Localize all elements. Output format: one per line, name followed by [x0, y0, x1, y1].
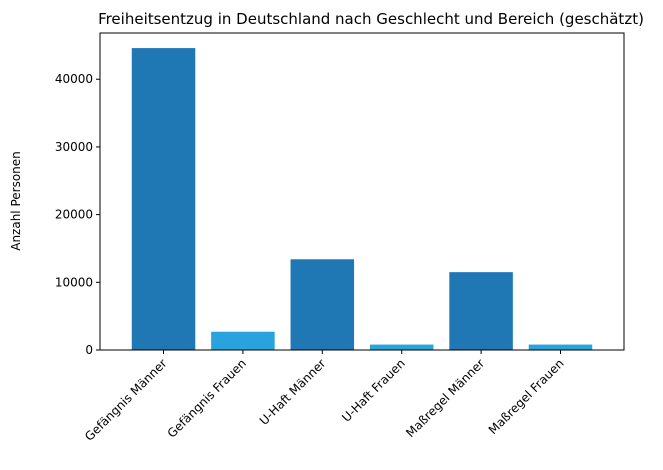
plot-frame [99, 32, 625, 351]
x-tick-label: U-Haft Frauen [339, 356, 408, 425]
chart-title: Freiheitsentzug in Deutschland nach Gesc… [98, 10, 644, 28]
bar-2 [290, 259, 355, 350]
x-tick-label: U-Haft Männer [257, 356, 329, 428]
x-tick-label: Gefängnis Männer [82, 356, 170, 444]
bars-group [131, 48, 593, 350]
y-axis-label: Anzahl Personen [9, 151, 23, 251]
y-tick-label: 10000 [55, 275, 93, 289]
y-tick-label: 20000 [55, 208, 93, 222]
y-axis-ticks: 0 10000 20000 30000 40000 [55, 72, 100, 357]
x-tick-label: Gefängnis Frauen [165, 356, 249, 440]
y-tick-label: 0 [85, 343, 93, 357]
bar-0 [131, 48, 196, 350]
y-tick-label: 30000 [55, 140, 93, 154]
x-tick-label: Maßregel Männer [403, 356, 487, 440]
y-tick-label: 40000 [55, 72, 93, 86]
x-tick-label: Maßregel Frauen [486, 356, 567, 437]
bar-4 [449, 272, 513, 350]
bar-3 [369, 344, 434, 350]
bar-1 [211, 331, 275, 350]
bar-5 [528, 344, 593, 350]
